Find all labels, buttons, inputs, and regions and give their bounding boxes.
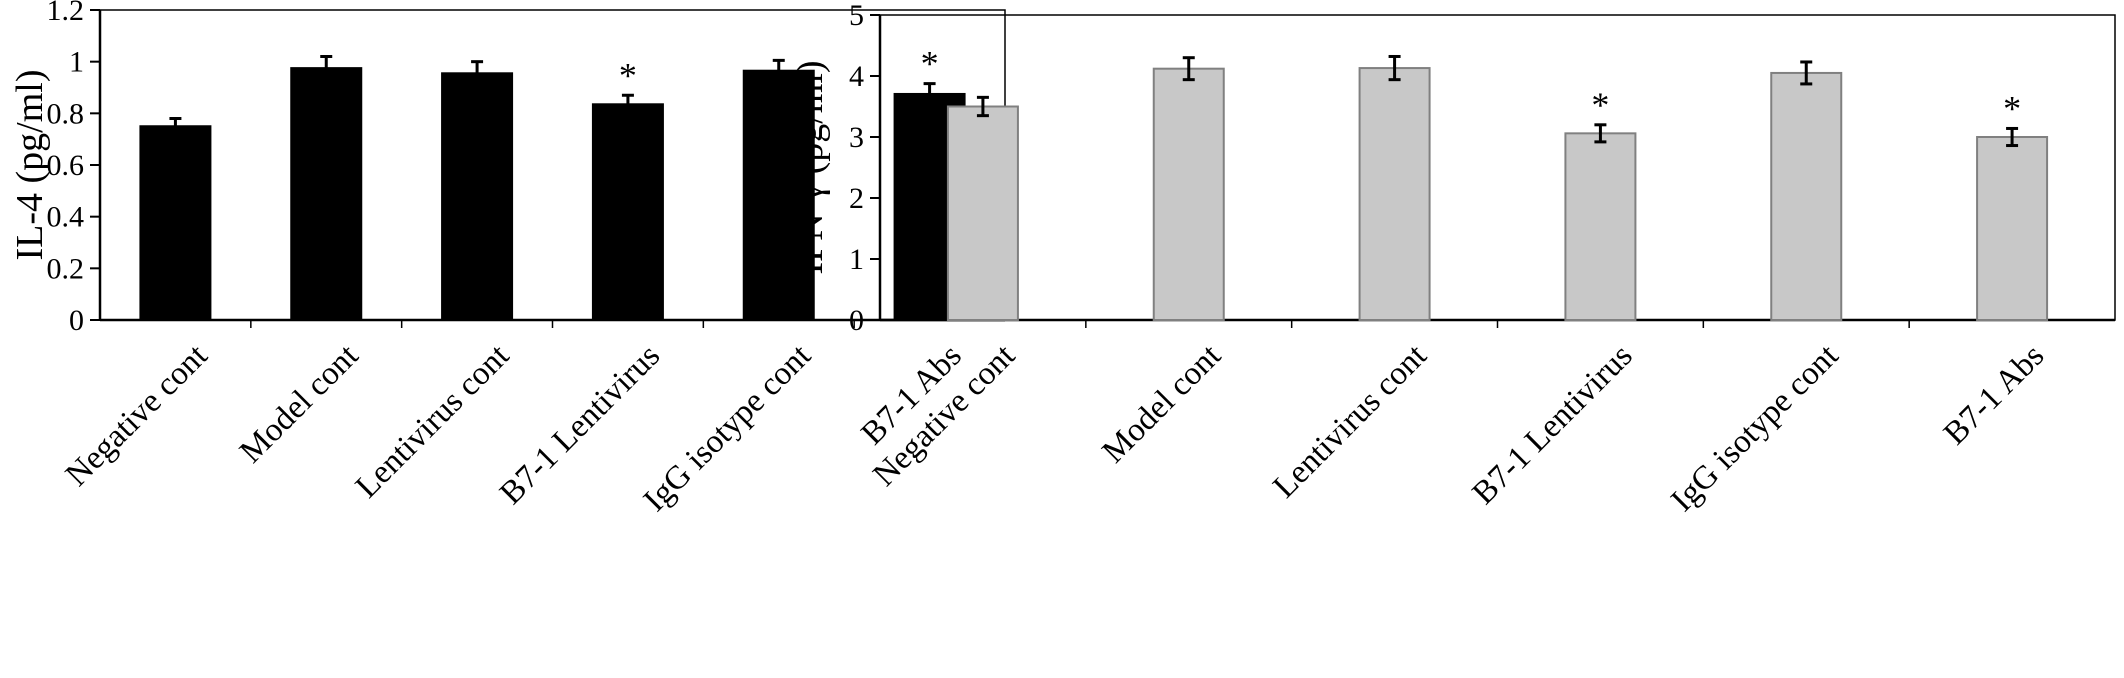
- il4-bar: [591, 103, 664, 321]
- ifng-y-tick-label: 4: [849, 60, 864, 93]
- il4-significance-marker: *: [619, 55, 637, 95]
- ifng-bar: [1770, 71, 1843, 321]
- ifng-y-tick-label: 1: [849, 243, 864, 276]
- il4-category-label: B7-1 Lentivirus: [493, 338, 667, 512]
- il4-y-tick-label: 0.2: [47, 252, 85, 285]
- il4-significance-marker: *: [921, 44, 939, 84]
- ifng-category-label: B7-1 Abs: [1937, 338, 2051, 452]
- ifng-category-label: IgG isotype cont: [1664, 338, 1845, 519]
- ifng-bar: [1976, 136, 2049, 321]
- ifng-bar: [1358, 67, 1431, 321]
- il4-category-label: Model cont: [233, 338, 365, 470]
- il4-category-label: Negative cont: [59, 338, 215, 494]
- ifng-plot-frame: [879, 14, 2116, 321]
- il4-bar: [441, 72, 514, 321]
- il4-y-tick-label: 0.4: [47, 201, 85, 234]
- il4-bar: [742, 69, 815, 322]
- il4-y-tick-label: 1.2: [47, 0, 85, 27]
- il4-bar: [290, 67, 363, 321]
- ifng-y-tick-label: 2: [849, 182, 864, 215]
- ifng-bar: [1152, 67, 1225, 322]
- ifng-bar: [946, 105, 1019, 321]
- il4-y-tick-label: 0.8: [47, 97, 85, 130]
- il4-y-tick-label: 0: [69, 304, 84, 337]
- il4-bar: [139, 125, 212, 321]
- ifng-y-tick-label: 0: [849, 304, 864, 337]
- il4-y-axis-label: IL-4 (pg/ml): [9, 69, 51, 260]
- ifng-y-axis-label: IFN-γ (pg/ml): [789, 60, 831, 274]
- ifng-category-label: Model cont: [1096, 338, 1228, 470]
- il4-y-tick-label: 0.6: [47, 149, 85, 182]
- ifng-significance-marker: *: [1591, 85, 1609, 125]
- ifng-y-tick-label: 3: [849, 121, 864, 154]
- ifng-category-label: Lentivirus cont: [1266, 338, 1433, 505]
- il4-category-label: Lentivirus cont: [349, 338, 516, 505]
- il4-y-tick-label: 1: [69, 46, 84, 79]
- ifng-category-label: B7-1 Lentivirus: [1466, 338, 1640, 512]
- ifng-y-tick-label: 5: [849, 0, 864, 32]
- il4-plot-frame: [99, 9, 1006, 321]
- ifng-significance-marker: *: [2003, 88, 2021, 128]
- ifng-bar: [1564, 132, 1637, 321]
